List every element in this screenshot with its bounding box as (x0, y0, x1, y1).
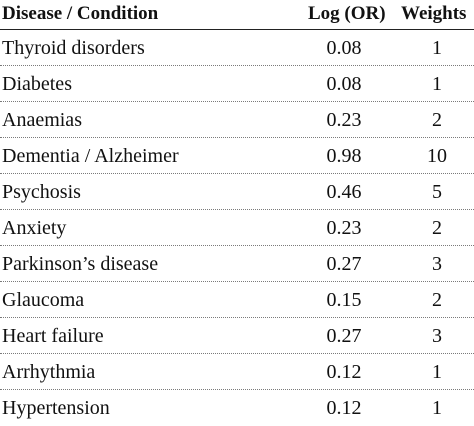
log-or-cell: 0.12 (326, 397, 362, 419)
log-or-cell: 0.08 (326, 73, 362, 95)
log-or-cell: 0.27 (326, 325, 362, 347)
table-row: Psychosis 0.46 5 (0, 174, 474, 210)
disease-cell: Parkinson’s disease (2, 253, 159, 275)
weight-cell: 1 (432, 73, 442, 95)
disease-cell: Dementia / Alzheimer (2, 145, 179, 167)
log-or-cell: 0.27 (326, 253, 362, 275)
weight-cell: 10 (427, 145, 447, 167)
header-weights: Weights (401, 3, 467, 24)
log-or-cell: 0.23 (326, 109, 362, 131)
weight-cell: 1 (432, 397, 442, 419)
weight-cell: 2 (432, 289, 442, 311)
log-or-cell: 0.15 (326, 289, 362, 311)
disease-cell: Arrhythmia (2, 361, 96, 383)
table-row: Anaemias 0.23 2 (0, 102, 474, 138)
disease-cell: Glaucoma (2, 289, 85, 311)
header-disease: Disease / Condition (2, 3, 159, 24)
disease-cell: Hypertension (2, 397, 110, 419)
log-or-cell: 0.98 (326, 145, 362, 167)
table-row: Dementia / Alzheimer 0.98 10 (0, 138, 474, 174)
weight-cell: 1 (432, 37, 442, 59)
header-log-or: Log (OR) (308, 3, 386, 24)
table-row: Diabetes 0.08 1 (0, 66, 474, 102)
table-row: Thyroid disorders 0.08 1 (0, 30, 474, 66)
log-or-cell: 0.08 (326, 37, 362, 59)
disease-cell: Heart failure (2, 325, 104, 347)
table-row: Anxiety 0.23 2 (0, 210, 474, 246)
table-row: Glaucoma 0.15 2 (0, 282, 474, 318)
weight-cell: 5 (432, 181, 442, 203)
table-row: Arrhythmia 0.12 1 (0, 354, 474, 390)
disease-cell: Diabetes (2, 73, 72, 95)
disease-cell: Anaemias (2, 109, 82, 131)
table-header: Disease / Condition Log (OR) Weights (0, 0, 474, 30)
log-or-cell: 0.23 (326, 217, 362, 239)
log-or-cell: 0.46 (326, 181, 362, 203)
weight-cell: 3 (432, 253, 442, 275)
table-row: Hypertension 0.12 1 (0, 390, 474, 426)
disease-cell: Thyroid disorders (2, 37, 145, 59)
weight-cell: 2 (432, 109, 442, 131)
table-row: Heart failure 0.27 3 (0, 318, 474, 354)
weight-cell: 2 (432, 217, 442, 239)
log-or-cell: 0.12 (326, 361, 362, 383)
weight-cell: 1 (432, 361, 442, 383)
disease-cell: Anxiety (2, 217, 67, 239)
weight-cell: 3 (432, 325, 442, 347)
disease-cell: Psychosis (2, 181, 81, 203)
table-row: Parkinson’s disease 0.27 3 (0, 246, 474, 282)
